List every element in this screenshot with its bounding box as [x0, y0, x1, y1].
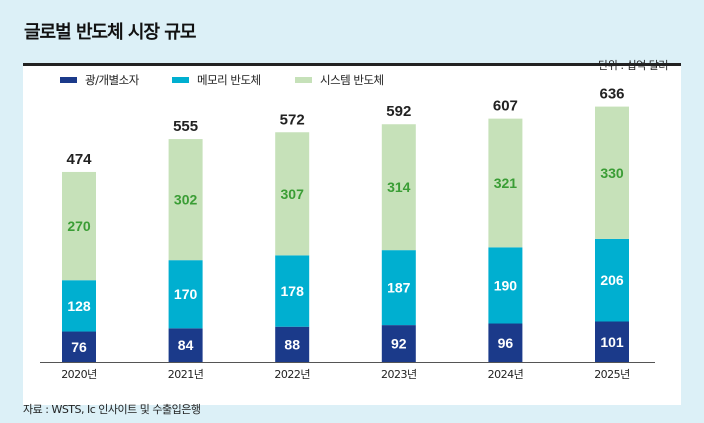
legend-swatch — [295, 77, 312, 83]
data-label: 321 — [494, 175, 518, 191]
data-label: 330 — [600, 165, 624, 181]
total-label: 572 — [280, 111, 305, 128]
data-label: 128 — [67, 298, 91, 314]
data-label: 178 — [281, 283, 305, 299]
chart-panel — [23, 66, 681, 405]
data-label: 302 — [174, 192, 198, 208]
legend-swatch — [60, 77, 77, 83]
bar-segment — [595, 321, 629, 362]
bar-segment — [62, 280, 96, 332]
x-tick-label: 2022년 — [274, 368, 310, 381]
data-label: 96 — [498, 335, 514, 351]
legend-label: 시스템 반도체 — [320, 73, 384, 87]
bar-segment — [595, 238, 629, 322]
total-label: 607 — [493, 98, 518, 115]
data-label: 84 — [178, 337, 194, 353]
bar-segment — [275, 132, 310, 256]
bar-segment — [488, 323, 523, 362]
bar-segment — [595, 106, 629, 239]
chart-title: 글로벌 반도체 시장 규모 — [24, 22, 196, 43]
total-label: 592 — [386, 103, 411, 120]
legend-label: 메모리 반도체 — [197, 73, 261, 87]
legend-item-discrete: 광/개별소자 — [60, 72, 139, 88]
source-note: 자료 : WSTS, Ic 인사이트 및 수출입은행 — [23, 403, 201, 416]
total-label: 636 — [599, 86, 624, 103]
bar-segment — [62, 171, 96, 281]
data-label: 314 — [387, 179, 411, 195]
data-label: 190 — [494, 277, 518, 293]
bar-segment — [275, 255, 310, 327]
bar-segment — [488, 247, 523, 324]
data-label: 206 — [600, 272, 624, 288]
x-tick-label: 2025년 — [594, 368, 630, 381]
x-tick-label: 2020년 — [61, 368, 97, 381]
total-label: 555 — [173, 118, 198, 135]
bar-segment — [168, 328, 203, 362]
bar-segment — [168, 139, 203, 261]
data-label: 92 — [391, 336, 407, 352]
bar-segment — [381, 250, 416, 326]
data-label: 76 — [71, 339, 87, 355]
data-label: 88 — [284, 336, 300, 352]
x-tick-label: 2024년 — [488, 368, 524, 381]
unit-label: 단위 : 십억 달러 — [598, 59, 668, 72]
total-label: 474 — [66, 151, 92, 168]
bar-segment — [168, 260, 203, 329]
legend-item-memory: 메모리 반도체 — [172, 72, 261, 88]
bar-segment — [381, 124, 416, 251]
data-label: 170 — [174, 286, 198, 302]
data-label: 307 — [281, 186, 305, 202]
legend-swatch — [172, 77, 189, 83]
legend-label: 광/개별소자 — [85, 73, 139, 87]
bar-segment — [488, 118, 523, 248]
data-label: 187 — [387, 280, 411, 296]
bar-segment — [275, 326, 310, 362]
title-rule — [23, 63, 681, 66]
x-tick-label: 2023년 — [381, 368, 417, 381]
bar-segment — [62, 331, 96, 362]
x-tick-label: 2021년 — [168, 368, 204, 381]
legend-item-system: 시스템 반도체 — [295, 72, 384, 88]
data-label: 270 — [67, 218, 91, 234]
data-label: 101 — [600, 334, 624, 350]
bar-segment — [381, 325, 416, 362]
